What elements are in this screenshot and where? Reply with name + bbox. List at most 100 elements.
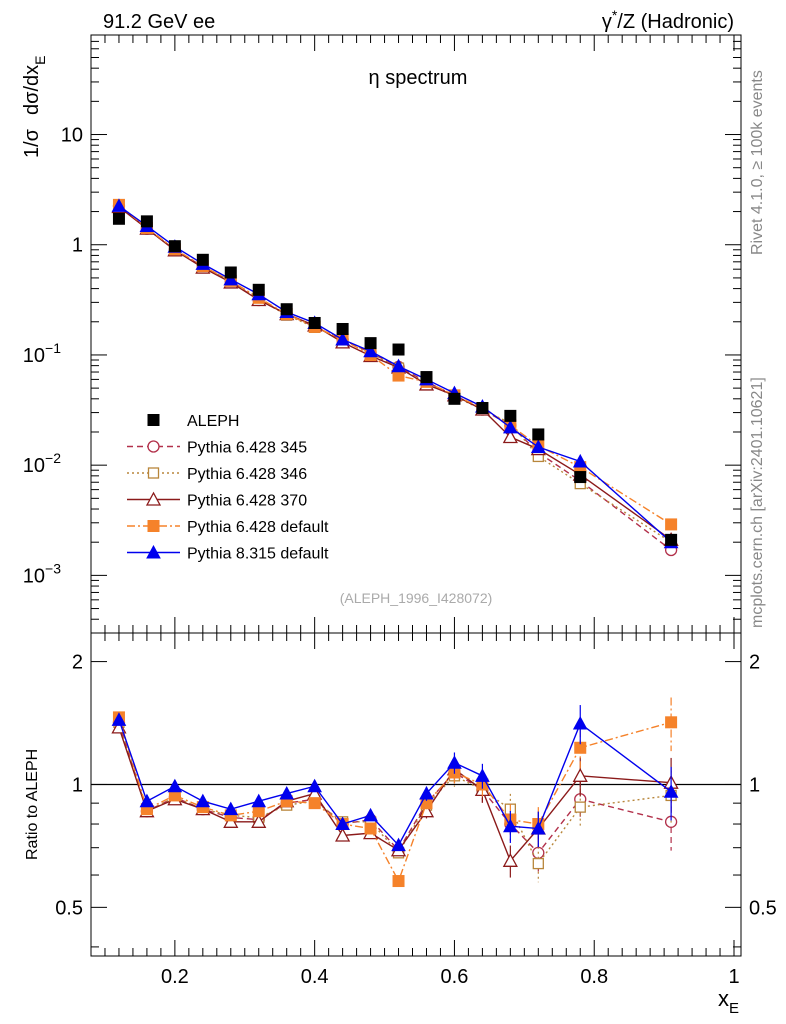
ratio-point-p6def <box>392 875 405 888</box>
ratio-point-p8def <box>279 786 295 800</box>
ratio-point-p6def <box>364 822 377 835</box>
ratio-point-p8def <box>307 778 322 793</box>
point-p8def <box>530 439 546 454</box>
point-aleph <box>392 343 405 356</box>
legend-entry-p345: Pythia 6.428 345 <box>127 440 307 457</box>
legend-entry-aleph: ALEPH <box>147 413 239 430</box>
ratio-point-p8def <box>503 818 518 833</box>
point-aleph <box>112 212 125 225</box>
main-y-tick-base: 10 <box>23 345 45 367</box>
legend-entry-p370: Pythia 6.428 370 <box>127 491 307 510</box>
main-series-layer <box>111 198 679 557</box>
point-p8def <box>363 343 378 358</box>
ratio-point-p8def <box>195 793 211 808</box>
legend: ALEPH Pythia 6.428 345 Pythia 6.428 346 Pyt… <box>127 413 329 563</box>
ratio-y-tick-label: 1 <box>72 774 83 796</box>
ratio-plot-frame <box>90 632 742 957</box>
ratio-point-p370 <box>502 852 518 867</box>
ratio-point-p8def <box>419 786 434 800</box>
legend-marker-p346 <box>147 467 160 479</box>
x-tick-label: 0.4 <box>301 966 329 988</box>
point-p8def <box>223 271 239 286</box>
ratio-point-p8def <box>475 768 490 782</box>
legend-label-p345: Pythia 6.428 345 <box>187 440 307 457</box>
main-y-tick-exp: −2 <box>45 450 61 466</box>
point-aleph <box>252 283 265 296</box>
ratio-point-p346 <box>574 801 586 813</box>
x-tick-label: 0.8 <box>580 966 608 988</box>
point-aleph <box>665 533 678 546</box>
ratio-series-p8def <box>111 705 679 852</box>
header-process-label: γ*/Z (Hadronic) <box>602 7 734 33</box>
point-aleph <box>196 253 209 266</box>
main-y-axis-label: 1/σdσ/dxE <box>21 55 48 158</box>
mcplots-label: mcplots.cern.ch [arXiv:2401.10621] <box>749 377 766 628</box>
header-energy-label: 91.2 GeV ee <box>103 11 215 33</box>
main-y-tick-label: 10−2 <box>23 450 61 477</box>
ratio-point-p8def <box>363 807 378 822</box>
point-p8def <box>335 331 350 346</box>
point-aleph <box>448 392 461 405</box>
point-p8def <box>391 358 406 373</box>
ratio-y-tick-label: 0.5 <box>55 897 83 919</box>
legend-marker-p370 <box>145 491 162 506</box>
ratio-point-p8def <box>111 712 127 726</box>
point-aleph <box>476 402 489 415</box>
legend-marker-p6def <box>147 520 160 532</box>
ratio-line-p8def <box>118 719 672 847</box>
legend-marker-p345 <box>147 440 160 453</box>
ratio-line-p345 <box>118 722 672 854</box>
legend-marker-aleph <box>147 414 160 426</box>
x-tick-label: 0.2 <box>161 966 189 988</box>
legend-entry-p8def: Pythia 8.315 default <box>127 544 329 563</box>
point-aleph <box>532 428 545 441</box>
point-aleph <box>280 303 293 316</box>
ratio-point-p6def <box>308 797 321 810</box>
ratio-point-p8def <box>572 716 588 730</box>
ratio-y-tick-label-right: 0.5 <box>749 897 777 919</box>
point-p8def <box>503 419 518 434</box>
series-aleph <box>112 212 678 546</box>
ratio-point-p8def <box>251 793 267 808</box>
x-tick-label: 1 <box>728 966 739 988</box>
ratio-y-tick-label-right: 1 <box>749 774 760 796</box>
ratio-point-p8def <box>391 837 406 852</box>
point-p8def <box>572 453 588 468</box>
ratio-point-p8def <box>663 784 679 798</box>
ratio-axis-ticks: 2 2 1 1 0.5 0.5 0.2 0.4 0.6 0.8 1 <box>55 633 777 988</box>
ratio-y-tick-label: 2 <box>72 652 83 674</box>
main-plot-frame <box>90 34 742 634</box>
plot-title: η spectrum <box>369 67 468 89</box>
ratio-point-p6def <box>665 716 678 729</box>
main-y-tick-exp: −1 <box>45 340 61 356</box>
point-aleph <box>336 322 349 335</box>
ratio-point-p370 <box>572 767 588 782</box>
point-aleph <box>504 409 517 422</box>
ratio-y-axis-label: Ratio to ALEPH <box>24 749 41 860</box>
legend-marker-p8def <box>146 544 161 559</box>
main-y-tick-label: 10−1 <box>23 340 61 367</box>
legend-entry-p6def: Pythia 6.428 default <box>127 519 329 536</box>
point-aleph <box>140 215 153 228</box>
ratio-point-p8def <box>530 820 546 835</box>
ratio-point-p8def <box>223 801 239 816</box>
main-y-tick-label: 10−3 <box>23 560 61 587</box>
ratio-point-p8def <box>447 755 462 769</box>
point-p6def <box>665 518 678 531</box>
ratio-point-p8def <box>335 816 350 831</box>
ratio-point-p370 <box>251 813 267 828</box>
ratio-point-p6def <box>252 805 265 818</box>
legend-label-p8def: Pythia 8.315 default <box>187 546 329 563</box>
rivet-version-label: Rivet 4.1.0, ≥ 100k events <box>749 70 766 255</box>
legend-label-p346: Pythia 6.428 346 <box>187 466 307 483</box>
ratio-series-layer <box>111 697 679 888</box>
x-tick-label: 0.6 <box>441 966 469 988</box>
point-aleph <box>364 337 377 350</box>
main-y-tick-label: 10 <box>61 125 83 147</box>
legend-label-p370: Pythia 6.428 370 <box>187 493 307 510</box>
main-y-tick-base: 10 <box>23 565 45 587</box>
point-aleph <box>308 316 321 329</box>
analysis-watermark: (ALEPH_1996_I428072) <box>340 590 493 606</box>
